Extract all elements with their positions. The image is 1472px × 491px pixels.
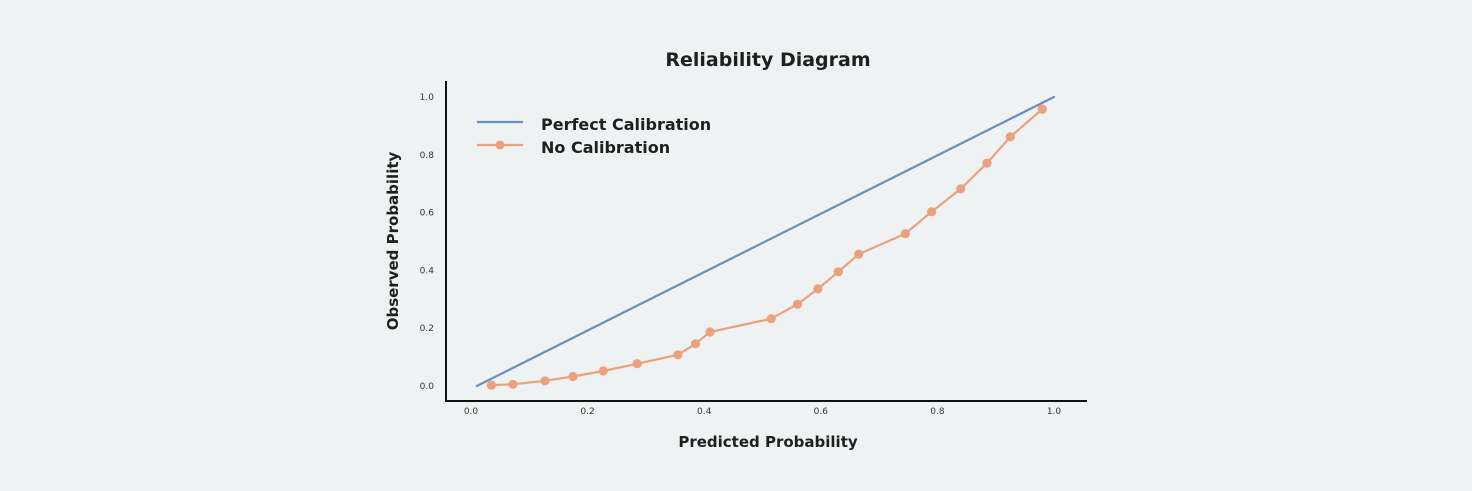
data-point-no-calibration: [766, 314, 776, 324]
x-tick-label: 0.4: [697, 407, 712, 417]
data-point-no-calibration: [792, 299, 803, 309]
legend-label-perfect-calibration: Perfect Calibration: [541, 115, 711, 134]
legend-marker-no-calibration: [495, 140, 505, 150]
data-point-no-calibration: [673, 350, 683, 360]
y-axis-label: Observed Probability: [384, 152, 402, 331]
data-point-no-calibration: [486, 380, 496, 390]
data-point-no-calibration: [705, 327, 715, 337]
y-tick-label: 0.6: [420, 209, 435, 219]
data-point-no-calibration: [956, 184, 966, 194]
data-point-no-calibration: [598, 366, 608, 376]
y-tick-label: 0.2: [420, 324, 434, 334]
data-point-no-calibration: [833, 267, 843, 277]
series-layer: [475, 95, 1056, 390]
x-tick-label: 0.8: [930, 407, 945, 417]
data-point-no-calibration: [813, 284, 823, 294]
x-tick-label: 0.6: [814, 407, 829, 417]
data-point-no-calibration: [1037, 104, 1047, 114]
series-line-perfect-calibration: [475, 95, 1056, 388]
axes: [445, 81, 1087, 402]
x-tick-label: 1.0: [1047, 407, 1062, 417]
y-tick-label: 0.8: [420, 151, 435, 161]
x-tick-label: 0.0: [464, 407, 479, 417]
legend-label-no-calibration: No Calibration: [541, 138, 670, 157]
data-point-no-calibration: [982, 158, 992, 168]
x-tick-label: 0.2: [580, 407, 594, 417]
data-point-no-calibration: [508, 379, 518, 389]
data-point-no-calibration: [1005, 132, 1015, 142]
series-line-no-calibration: [490, 107, 1044, 387]
data-point-no-calibration: [690, 339, 701, 349]
x-axis-label: Predicted Probability: [678, 433, 858, 451]
y-tick-label: 0.0: [420, 382, 435, 392]
data-point-no-calibration: [854, 249, 864, 259]
data-point-no-calibration: [632, 359, 642, 369]
chart-title: Reliability Diagram: [665, 49, 870, 71]
data-point-no-calibration: [568, 371, 578, 382]
data-point-no-calibration: [540, 376, 550, 386]
data-point-no-calibration: [900, 229, 910, 239]
y-tick-label: 0.4: [420, 266, 435, 276]
data-point-no-calibration: [927, 207, 937, 217]
y-tick-label: 1.0: [420, 93, 435, 103]
y-tick-labels: 0.0 0.2 0.4 0.6 0.8 1.0: [420, 93, 435, 392]
legend: Perfect Calibration No Calibration: [477, 115, 711, 157]
x-tick-labels: 0.0 0.2 0.4 0.6 0.8 1.0: [464, 407, 1062, 417]
